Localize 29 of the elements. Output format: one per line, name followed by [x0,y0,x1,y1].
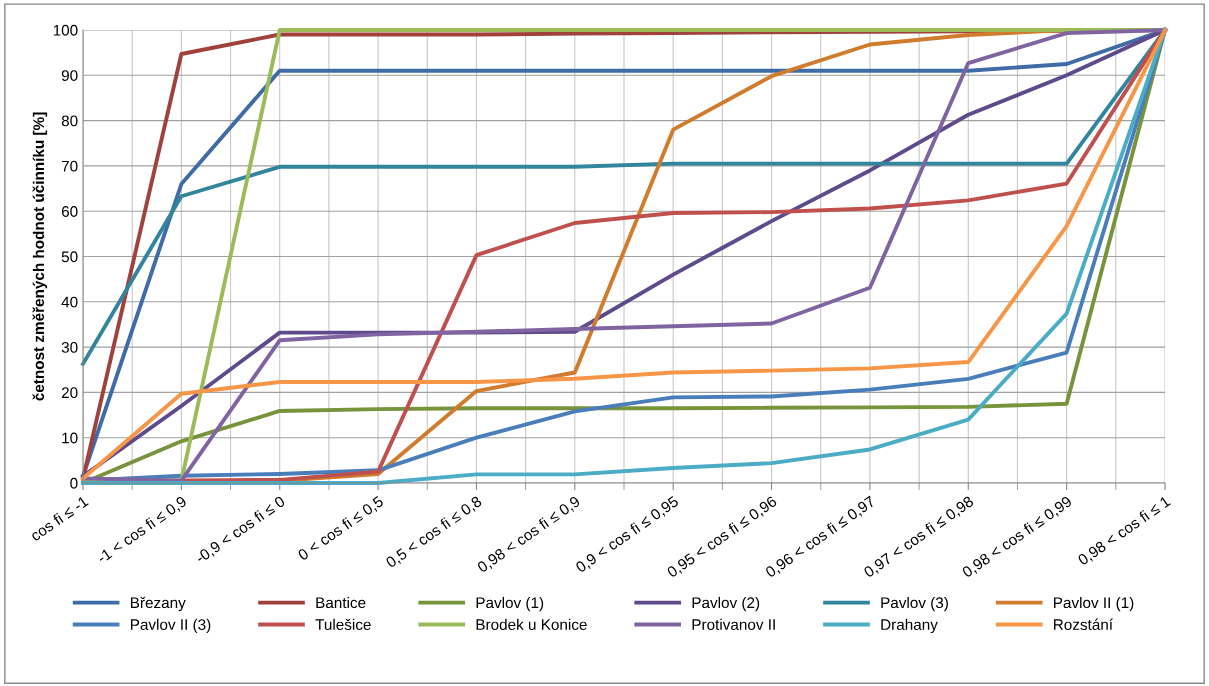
y-tick-label: 10 [62,432,78,444]
legend-label: Tulešice [315,618,371,630]
legend-label: Pavlov II (1) [1054,596,1134,612]
x-tick-label: -0,9 < cos fi ≤ 0 [194,495,287,566]
legend-label: Pavlov (2) [692,596,760,612]
legend-label: Březany [130,596,186,612]
legend-label: Protivanov II [692,618,775,630]
legend-label: Pavlov II (3) [130,618,211,634]
y-tick-label: 20 [61,387,78,399]
y-axis-title: četnost změřených hodnot účinníku [%] [32,112,48,401]
y-tick-label: 100 [53,24,78,36]
y-tick-label: 90 [61,70,78,81]
legend-label: Pavlov (1) [476,596,544,612]
y-tick-label: 70 [61,160,78,172]
legend-label: Bantice [316,596,366,609]
x-tick-label: 0,98 < cos fi ≤ 1 [1076,495,1172,568]
legend-label: Pavlov (3) [881,596,948,612]
y-tick-label: 40 [61,296,78,308]
y-tick-label: 30 [61,341,78,353]
x-tick-label: cos fi ≤ -1 [29,495,89,542]
legend-label: Rozstání [1054,618,1113,630]
legend-label: Drahany [881,618,938,634]
x-tick-label: 0 < cos fi ≤ 0,5 [296,495,386,563]
y-tick-label: 50 [61,251,78,263]
y-tick-label: 80 [61,115,78,127]
legend-label: Brodek u Konice [476,618,587,630]
y-tick-label: 60 [61,206,78,217]
y-tick-label: 0 [70,477,78,489]
x-tick-label: -1 < cos fi ≤ 0,9 [96,495,189,566]
